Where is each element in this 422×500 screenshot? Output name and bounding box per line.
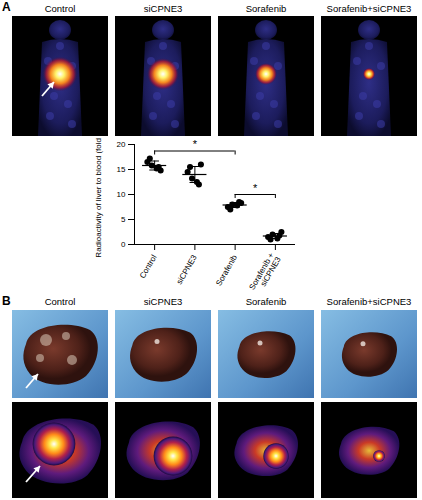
svg-text:siCPNE3: siCPNE3 (175, 253, 199, 286)
svg-text:*: * (193, 138, 198, 150)
svg-text:siCPNE3: siCPNE3 (144, 3, 183, 14)
svg-text:A: A (2, 0, 11, 14)
svg-text:B: B (2, 294, 11, 308)
svg-text:Sorafenib: Sorafenib (214, 253, 239, 288)
svg-text:Sorafenib: Sorafenib (246, 296, 287, 307)
svg-text:Sorafenib +siCPNE3: Sorafenib +siCPNE3 (247, 251, 283, 296)
svg-text:Sorafenib+siCPNE3: Sorafenib+siCPNE3 (327, 296, 412, 307)
svg-text:Sorafenib: Sorafenib (246, 3, 287, 14)
svg-text:20: 20 (117, 140, 126, 149)
svg-text:siCPNE3: siCPNE3 (144, 296, 183, 307)
svg-text:*: * (253, 182, 258, 194)
svg-text:Control: Control (45, 296, 76, 307)
svg-text:Control: Control (138, 253, 159, 280)
svg-text:0: 0 (121, 240, 126, 249)
svg-text:Radioactivity of liver to bloo: Radioactivity of liver to blood (folds) (94, 138, 103, 258)
svg-text:5: 5 (121, 215, 126, 224)
svg-text:Control: Control (45, 3, 76, 14)
svg-text:Sorafenib+siCPNE3: Sorafenib+siCPNE3 (327, 3, 412, 14)
svg-text:10: 10 (117, 190, 126, 199)
svg-text:15: 15 (117, 165, 126, 174)
